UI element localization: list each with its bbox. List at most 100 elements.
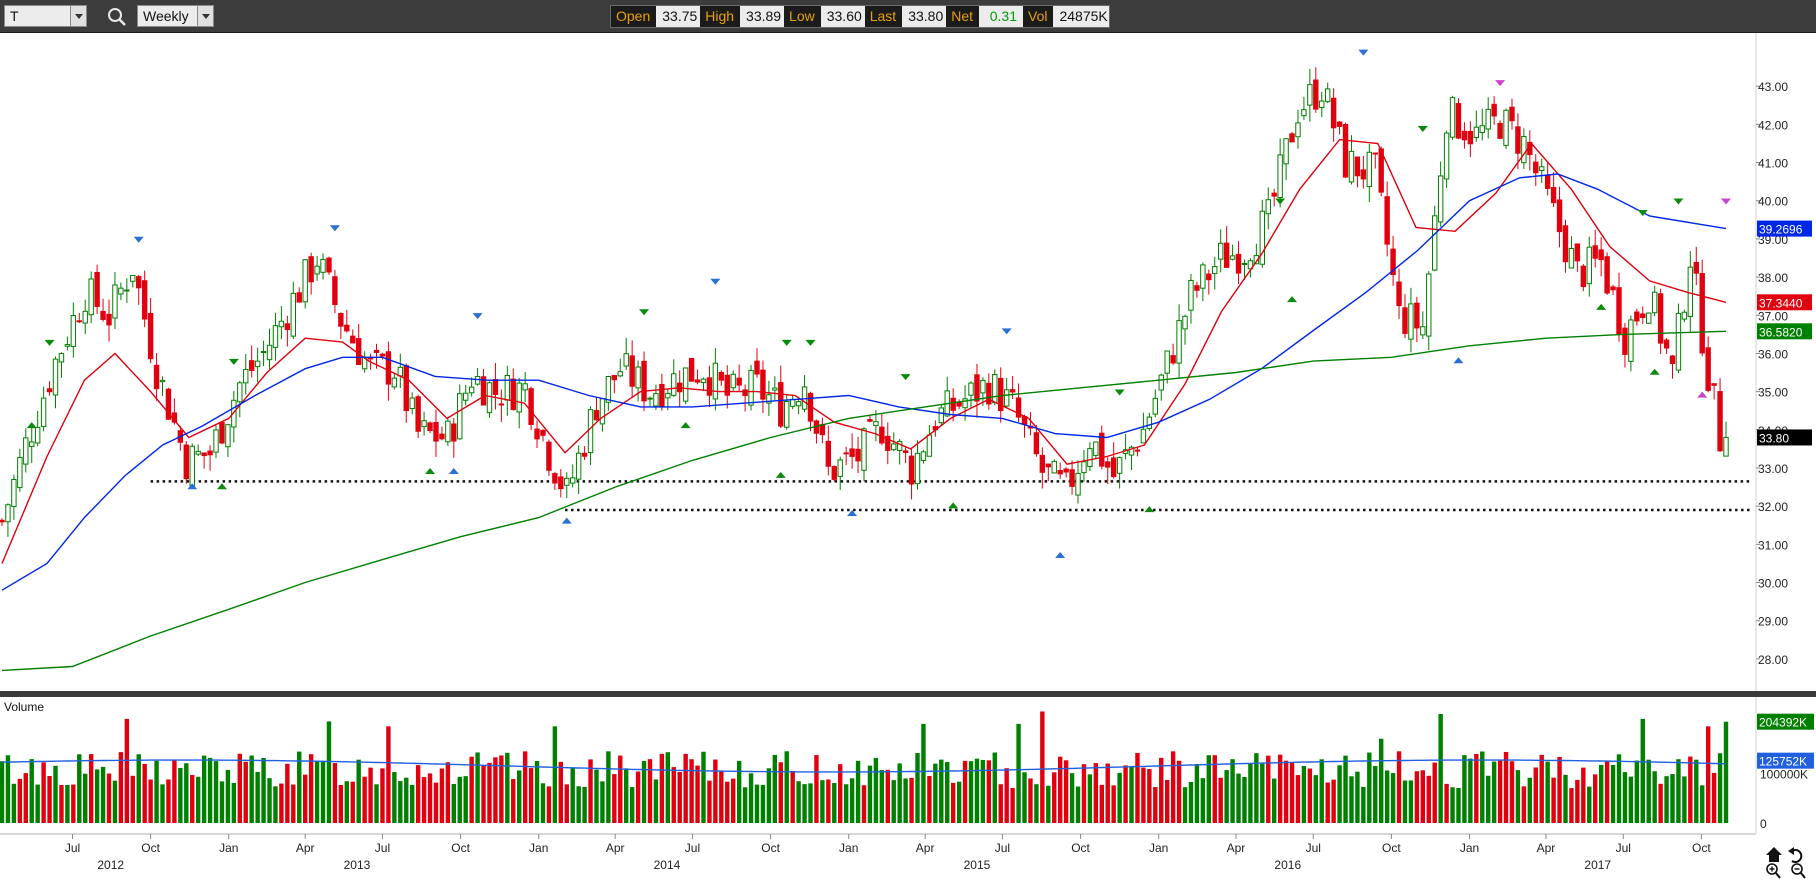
- candle[interactable]: [391, 372, 398, 390]
- candle[interactable]: [1122, 434, 1129, 460]
- volume-bar[interactable]: [903, 778, 908, 823]
- candle[interactable]: [1194, 281, 1200, 298]
- candle[interactable]: [1717, 378, 1723, 452]
- volume-bar[interactable]: [802, 784, 807, 823]
- volume-bar[interactable]: [540, 783, 546, 823]
- candle[interactable]: [94, 264, 100, 314]
- candle[interactable]: [332, 269, 338, 314]
- volume-bar[interactable]: [1087, 774, 1093, 823]
- candle[interactable]: [1705, 336, 1711, 393]
- candle[interactable]: [1574, 243, 1581, 272]
- candle[interactable]: [17, 449, 23, 492]
- volume-bar[interactable]: [499, 755, 504, 823]
- pivot-marker[interactable]: [680, 422, 691, 429]
- candle[interactable]: [1009, 375, 1016, 400]
- candle[interactable]: [34, 410, 41, 447]
- volume-bar[interactable]: [1688, 756, 1693, 823]
- candle[interactable]: [1021, 414, 1028, 438]
- volume-bar[interactable]: [1361, 786, 1366, 823]
- volume-bar[interactable]: [760, 784, 766, 823]
- candle[interactable]: [712, 348, 719, 411]
- volume-bar[interactable]: [838, 764, 843, 823]
- volume-bar[interactable]: [1640, 718, 1645, 823]
- volume-bar[interactable]: [885, 769, 890, 823]
- candle[interactable]: [1657, 288, 1664, 355]
- candle[interactable]: [29, 425, 35, 464]
- candle[interactable]: [1057, 462, 1063, 479]
- candle[interactable]: [914, 440, 921, 490]
- candle[interactable]: [926, 424, 933, 457]
- candle[interactable]: [1283, 138, 1289, 180]
- candle[interactable]: [320, 253, 326, 280]
- candle[interactable]: [1372, 152, 1378, 169]
- volume-bar[interactable]: [1497, 760, 1503, 823]
- volume-bar[interactable]: [1022, 772, 1027, 823]
- pivot-marker[interactable]: [1673, 198, 1684, 205]
- volume-bar[interactable]: [29, 759, 34, 823]
- pivot-marker[interactable]: [1144, 506, 1155, 513]
- interval-dropdown[interactable]: Weekly: [137, 5, 214, 27]
- volume-bar[interactable]: [1717, 753, 1723, 823]
- volume-bar[interactable]: [231, 782, 237, 823]
- volume-bar[interactable]: [1052, 772, 1057, 823]
- candle[interactable]: [165, 387, 172, 420]
- volume-bar[interactable]: [659, 753, 665, 823]
- volume-bar[interactable]: [77, 754, 82, 823]
- volume-bar[interactable]: [106, 773, 112, 823]
- candle[interactable]: [849, 433, 855, 469]
- candle[interactable]: [896, 439, 903, 465]
- candle[interactable]: [1723, 421, 1729, 457]
- pivot-marker[interactable]: [216, 483, 227, 490]
- candle[interactable]: [510, 368, 516, 411]
- candle[interactable]: [611, 375, 618, 394]
- candle[interactable]: [754, 348, 760, 378]
- candle[interactable]: [207, 445, 213, 471]
- volume-bar[interactable]: [950, 782, 956, 823]
- volume-bar[interactable]: [1533, 767, 1538, 823]
- volume-bar[interactable]: [1206, 755, 1211, 823]
- volume-bar[interactable]: [511, 779, 516, 823]
- candle[interactable]: [718, 370, 725, 386]
- volume-bar[interactable]: [1188, 781, 1194, 823]
- candle[interactable]: [1550, 172, 1557, 207]
- pivot-marker[interactable]: [1417, 126, 1428, 132]
- volume-bar[interactable]: [1408, 780, 1414, 823]
- volume-bar[interactable]: [148, 779, 153, 823]
- candle[interactable]: [1093, 441, 1099, 460]
- pivot-marker[interactable]: [1358, 49, 1369, 56]
- candle[interactable]: [1443, 130, 1450, 188]
- candle[interactable]: [136, 275, 142, 305]
- volume-bar[interactable]: [986, 760, 992, 823]
- candle[interactable]: [1693, 246, 1699, 286]
- candle[interactable]: [64, 336, 71, 351]
- candle[interactable]: [867, 415, 873, 423]
- volume-bar[interactable]: [1420, 770, 1426, 823]
- volume-bar[interactable]: [945, 762, 950, 823]
- volume-bar[interactable]: [814, 755, 819, 823]
- candle[interactable]: [1681, 309, 1688, 323]
- volume-bar[interactable]: [59, 785, 64, 823]
- candle[interactable]: [1324, 82, 1331, 104]
- candle[interactable]: [189, 443, 195, 487]
- candle[interactable]: [231, 391, 237, 443]
- volume-bar[interactable]: [736, 760, 742, 823]
- volume-bar[interactable]: [505, 752, 510, 823]
- candle[interactable]: [1663, 338, 1670, 355]
- volume-bar[interactable]: [88, 754, 94, 823]
- volume-bar[interactable]: [1723, 721, 1729, 823]
- candle[interactable]: [1045, 463, 1051, 482]
- volume-bar[interactable]: [1034, 784, 1039, 823]
- volume-bar[interactable]: [956, 781, 962, 823]
- volume-average-line[interactable]: [1, 759, 1727, 773]
- candle[interactable]: [647, 396, 653, 407]
- volume-bar[interactable]: [1379, 738, 1384, 823]
- candle[interactable]: [843, 446, 849, 466]
- candle[interactable]: [1669, 354, 1676, 379]
- candle[interactable]: [1592, 229, 1598, 268]
- candle[interactable]: [439, 426, 445, 441]
- candle[interactable]: [1437, 161, 1444, 227]
- candle[interactable]: [302, 259, 308, 309]
- pivot-marker[interactable]: [1453, 357, 1464, 364]
- volume-bar[interactable]: [832, 783, 837, 823]
- candle[interactable]: [908, 448, 915, 500]
